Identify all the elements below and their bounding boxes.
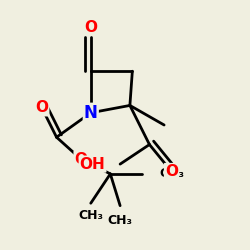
Text: O: O (84, 20, 97, 35)
Text: O: O (36, 100, 49, 116)
Text: OH: OH (80, 156, 106, 172)
Text: CH₃: CH₃ (159, 168, 184, 180)
Text: N: N (84, 104, 98, 122)
Text: CH₃: CH₃ (78, 209, 103, 222)
Text: O: O (74, 152, 88, 167)
Text: O: O (165, 164, 178, 179)
Text: CH₃: CH₃ (108, 214, 132, 227)
